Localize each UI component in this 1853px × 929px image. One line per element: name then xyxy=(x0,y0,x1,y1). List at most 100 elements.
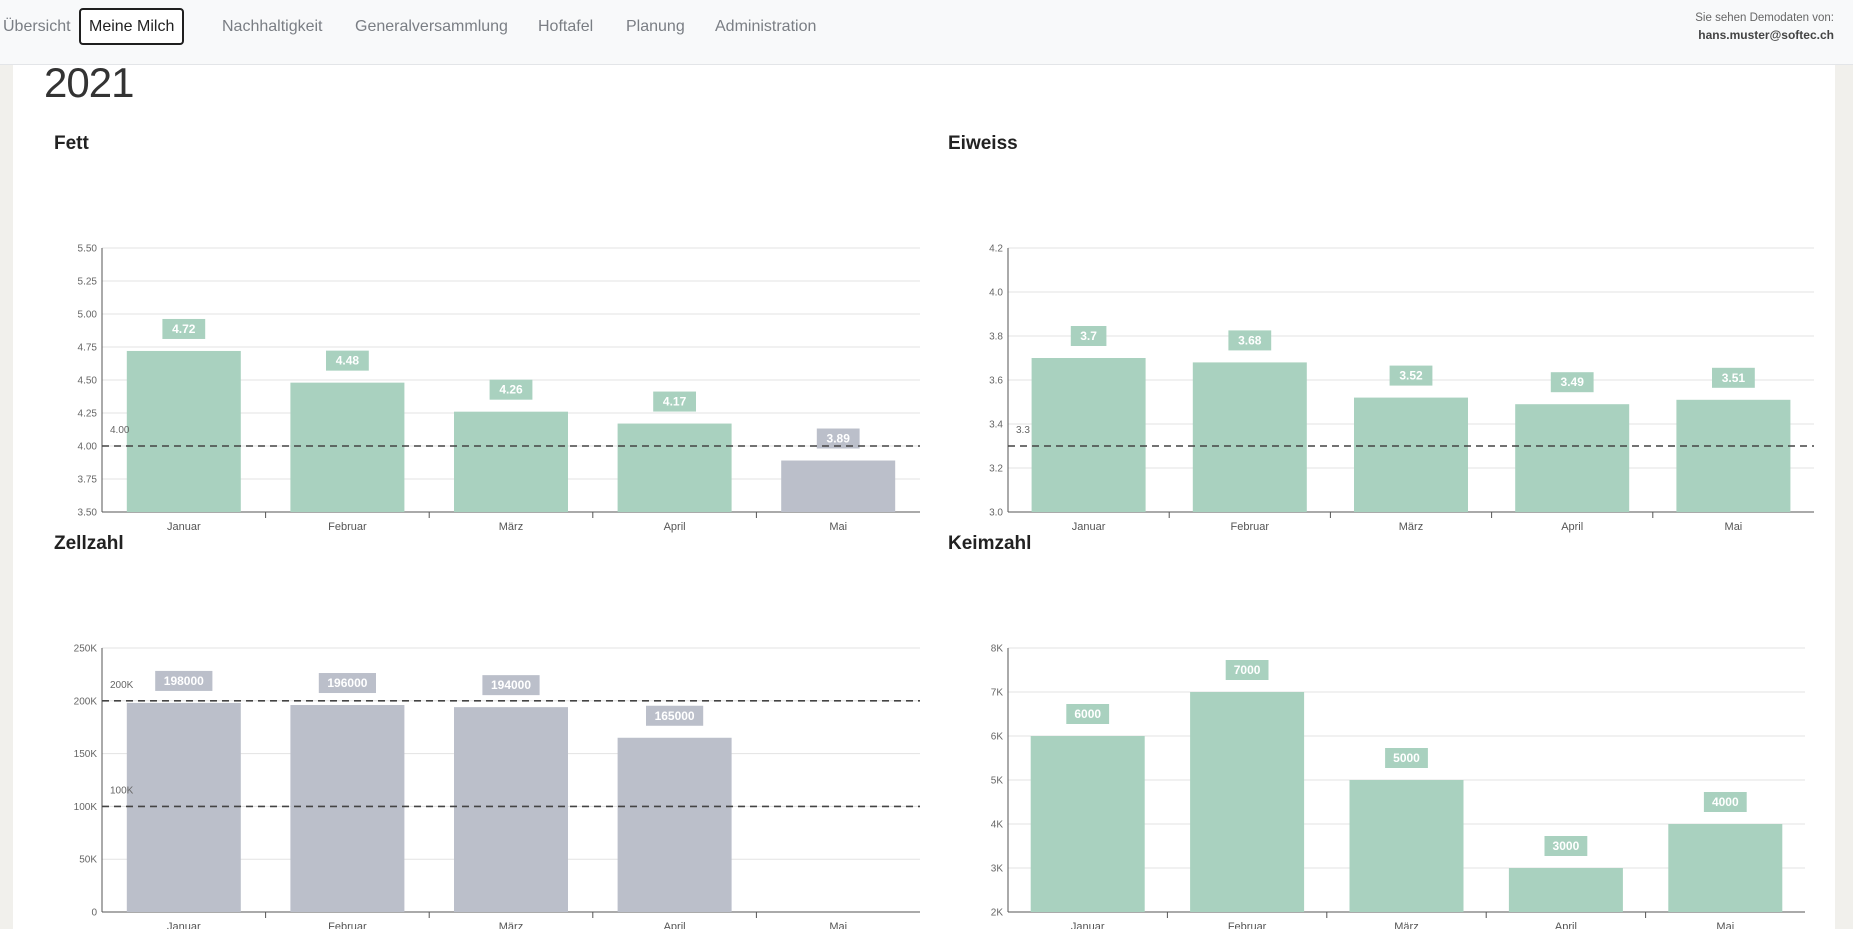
data-label: 4.48 xyxy=(336,354,360,368)
data-label: 4.72 xyxy=(172,322,196,336)
y-tick-label: 6K xyxy=(991,732,1004,743)
x-tick-label: Januar xyxy=(167,521,201,533)
data-label: 194000 xyxy=(491,678,531,692)
y-tick-label: 3.4 xyxy=(989,420,1003,431)
bar xyxy=(126,350,241,512)
nav-item-planung[interactable]: Planung xyxy=(626,18,685,35)
data-label: 3.49 xyxy=(1561,375,1585,389)
chart-zellzahl: Zellzahl 0 50K 100K 150K 200K 250K Januar 19800… xyxy=(54,533,924,929)
data-label-box xyxy=(1712,367,1755,388)
data-label: 196000 xyxy=(327,676,367,690)
nav-item-uebersicht[interactable]: Übersicht xyxy=(3,18,71,35)
x-tick-label: Februar xyxy=(328,921,367,929)
chart-title: Fett xyxy=(54,133,89,154)
data-label: 3.7 xyxy=(1080,329,1097,343)
data-label-box xyxy=(1385,748,1428,768)
data-label-box xyxy=(155,670,213,691)
x-tick-label: April xyxy=(664,521,686,533)
data-label-box xyxy=(653,391,696,412)
bar xyxy=(1668,824,1783,912)
data-label: 4.26 xyxy=(499,383,523,397)
chart-title: Zellzahl xyxy=(54,533,124,554)
data-label-box xyxy=(326,350,369,371)
bar xyxy=(781,460,896,512)
demo-notice: Sie sehen Demodaten von: xyxy=(1695,12,1834,24)
data-label-box xyxy=(1228,330,1272,351)
bar xyxy=(290,382,405,512)
y-tick-label: 5K xyxy=(991,776,1004,787)
y-tick-label: 4.25 xyxy=(78,409,98,420)
user-email: hans.muster@softec.ch xyxy=(1698,28,1834,42)
y-tick-label: 3K xyxy=(991,864,1004,875)
reference-line-label: 4.00 xyxy=(110,425,130,436)
x-tick-label: März xyxy=(499,921,523,929)
y-tick-label: 250K xyxy=(74,644,98,655)
reference-line-label: 100K xyxy=(110,785,134,796)
top-navigation: Übersicht Meine Milch Nachhaltigkeit Gen… xyxy=(0,0,1853,65)
data-label-box xyxy=(816,428,860,449)
bar xyxy=(1030,736,1145,912)
x-tick-label: Mai xyxy=(829,521,847,533)
data-label: 165000 xyxy=(655,709,695,723)
nav-item-generalversammlung[interactable]: Generalversammlung xyxy=(355,18,508,35)
x-tick-label: März xyxy=(1394,921,1418,929)
x-tick-label: Mai xyxy=(1725,521,1743,533)
data-label: 3.89 xyxy=(827,432,851,446)
chart-keimzahl-plot: 2K 3K 4K 5K 6K 7K 8K Januar 6000 Februar 7000 März 5… xyxy=(991,644,1805,929)
data-label-box xyxy=(1550,372,1594,393)
bar xyxy=(1190,692,1305,912)
y-tick-label: 50K xyxy=(79,855,97,866)
bar xyxy=(454,707,568,912)
nav-item-administration[interactable]: Administration xyxy=(715,18,817,35)
data-label: 3.52 xyxy=(1399,369,1423,383)
data-label-box xyxy=(1544,836,1588,856)
chart-fett: Fett 3.50 3.75 4.00 4.25 4.50 4.75 5.00 5.25 5.5… xyxy=(54,133,924,533)
x-tick-label: Januar xyxy=(1072,521,1106,533)
data-label: 4.17 xyxy=(663,395,687,409)
y-tick-label: 5.50 xyxy=(78,244,98,255)
y-tick-label: 200K xyxy=(74,696,98,707)
y-tick-label: 4.0 xyxy=(989,288,1003,299)
data-label: 6000 xyxy=(1074,707,1101,721)
x-tick-label: Januar xyxy=(1071,921,1105,929)
bar xyxy=(1192,362,1307,512)
year-heading: 2021 xyxy=(44,59,134,106)
data-label-box xyxy=(1225,660,1269,680)
reference-line-label: 3.3 xyxy=(1016,425,1030,436)
bar xyxy=(290,705,405,912)
bar xyxy=(454,411,568,512)
y-tick-label: 3.2 xyxy=(989,464,1003,475)
y-tick-label: 4.75 xyxy=(78,343,98,354)
y-tick-label: 5.00 xyxy=(78,310,98,321)
demo-user-info: Sie sehen Demodaten von: hans.muster@sof… xyxy=(1695,10,1834,44)
bar xyxy=(126,702,241,912)
y-tick-label: 3.75 xyxy=(78,475,98,486)
data-label: 3.68 xyxy=(1238,333,1262,347)
data-label-box xyxy=(1070,326,1107,346)
nav-item-nachhaltigkeit[interactable]: Nachhaltigkeit xyxy=(222,18,323,35)
data-label-box xyxy=(1703,792,1747,812)
x-tick-label: Mai xyxy=(1716,921,1734,929)
bar xyxy=(1031,358,1146,512)
y-tick-label: 7K xyxy=(991,688,1004,699)
chart-title: Keimzahl xyxy=(948,533,1032,554)
bar xyxy=(1354,397,1468,512)
y-tick-label: 3.0 xyxy=(989,508,1003,519)
y-tick-label: 0 xyxy=(91,908,97,919)
main-content: 2021 Fett 3.50 3.75 4.00 4.25 4.50 4.75 5.00 5.… xyxy=(13,59,1835,929)
x-tick-label: Februar xyxy=(1231,521,1270,533)
nav-item-hoftafel[interactable]: Hoftafel xyxy=(538,18,594,35)
bar xyxy=(1508,868,1623,912)
nav-item-meine-milch[interactable]: Meine Milch xyxy=(79,8,185,45)
y-tick-label: 5.25 xyxy=(78,277,98,288)
bar xyxy=(1676,399,1791,512)
chart-zellzahl-plot: 0 50K 100K 150K 200K 250K Januar 198000 Februar 1… xyxy=(74,644,920,929)
data-label-box xyxy=(162,318,206,339)
data-label: 7000 xyxy=(1234,663,1261,677)
y-tick-label: 3.8 xyxy=(989,332,1003,343)
chart-eiweiss: Eiweiss 3.0 3.2 3.4 3.6 3.8 4.0 4.2 Januar 3.7 Fe… xyxy=(948,133,1818,533)
data-label-box xyxy=(1389,365,1433,386)
y-tick-label: 4K xyxy=(991,820,1004,831)
x-tick-label: Januar xyxy=(167,921,201,929)
y-tick-label: 2K xyxy=(991,908,1004,919)
